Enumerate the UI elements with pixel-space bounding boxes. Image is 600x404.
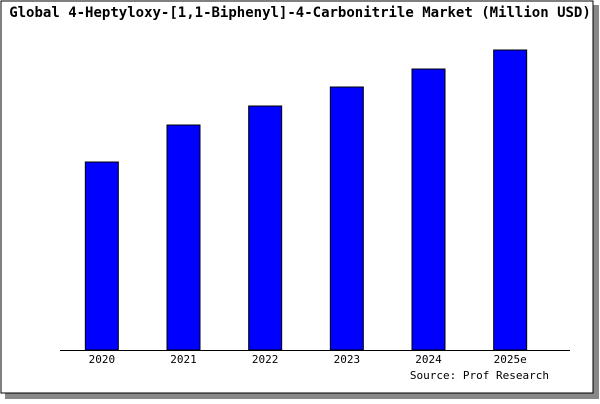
x-tick-label: 2022: [252, 353, 279, 366]
source: Source: Prof Research: [410, 369, 549, 382]
x-tick-label: 2025e: [494, 353, 527, 366]
chart-title: Global 4-Heptyloxy-[1,1-Biphenyl]-4-Carb…: [9, 5, 591, 21]
bar: [493, 49, 528, 351]
x-tick-label: 2024: [415, 353, 442, 366]
bar: [329, 86, 364, 351]
bar: [248, 105, 283, 351]
bar: [166, 124, 201, 351]
x-tick-label: 2021: [170, 353, 197, 366]
plot: 2020 2021 2022 2023 2024 2025e: [84, 49, 528, 366]
bar: [411, 68, 446, 351]
title-clip: Global 4-Heptyloxy-[1,1-Biphenyl]-4-Carb…: [9, 5, 591, 21]
bar: [84, 161, 119, 351]
x-tick-label: 2023: [334, 353, 361, 366]
x-tick-label: 2020: [89, 353, 116, 366]
